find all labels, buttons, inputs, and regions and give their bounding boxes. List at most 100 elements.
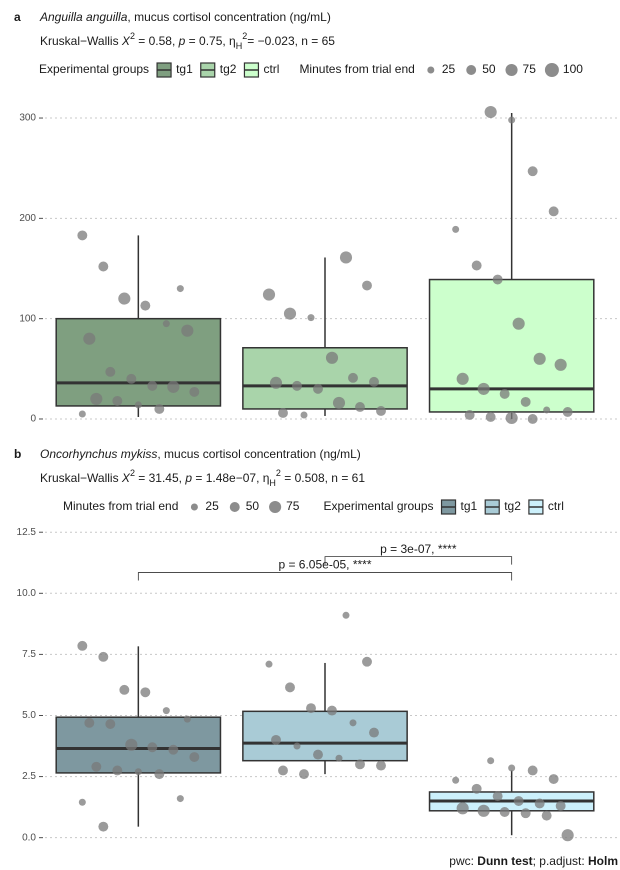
chart-subtitle: Kruskal−Wallis X2 = 0.58, p = 0.75, ηH2=… <box>40 31 335 51</box>
legend-size <box>544 63 559 77</box>
legend-size <box>505 63 518 77</box>
data-point <box>369 376 379 387</box>
comparison-label: p = 6.05e-05, **** <box>278 558 371 572</box>
data-point <box>105 366 116 377</box>
data-point <box>562 407 573 417</box>
data-point <box>555 800 566 811</box>
data-point <box>548 206 559 217</box>
data-point <box>269 376 283 389</box>
y-tick-label: 10.0 <box>17 588 37 599</box>
legend-title: Minutes from trial end <box>299 62 414 76</box>
data-point <box>376 760 386 771</box>
legend-label: 100 <box>563 62 583 76</box>
text-part: = 0.75, η <box>185 34 235 48</box>
data-point <box>492 791 503 802</box>
text-part: Kruskal−Wallis <box>40 471 122 485</box>
data-point <box>487 757 495 765</box>
data-point <box>147 380 158 391</box>
text-part: 2 <box>276 468 281 478</box>
data-point <box>278 765 288 776</box>
legend-label: 25 <box>205 499 219 513</box>
data-point <box>262 288 276 301</box>
legend-label: tg1 <box>461 499 478 513</box>
text-part: = 0.508, n = 61 <box>281 471 365 485</box>
legend-size <box>269 500 282 514</box>
legend-size <box>229 502 240 512</box>
data-point <box>508 116 516 124</box>
text-part: = 0.58, <box>135 34 179 48</box>
data-point <box>313 383 323 394</box>
data-point <box>349 719 357 727</box>
comparison-bracket <box>137 572 513 581</box>
data-point <box>118 292 131 305</box>
data-point <box>112 395 123 406</box>
text-part: Dunn test <box>477 854 532 868</box>
data-point <box>492 274 503 285</box>
box <box>242 347 408 410</box>
data-point <box>271 734 281 745</box>
data-point <box>105 719 116 729</box>
y-tick-label: 12.5 <box>17 527 37 538</box>
data-point <box>533 352 546 365</box>
caption: pwc: Dunn test; p.adjust: Holm <box>449 854 618 868</box>
data-point <box>327 705 337 716</box>
box <box>242 710 408 762</box>
text-part: Oncorhynchus mykiss <box>40 447 157 461</box>
data-point <box>362 280 372 291</box>
panel-label: a <box>14 10 21 24</box>
data-point <box>112 765 123 776</box>
chart-subtitle: Kruskal−Wallis X2 = 31.45, p = 1.48e−07,… <box>40 468 365 488</box>
text-part: = 31.45, <box>135 471 185 485</box>
data-point <box>126 373 137 384</box>
data-point <box>348 372 358 383</box>
data-point <box>147 742 158 753</box>
text-part: pwc: <box>449 854 477 868</box>
text-part: 2 <box>130 31 135 41</box>
data-point <box>456 372 469 385</box>
data-point <box>471 260 482 271</box>
data-point <box>181 324 194 337</box>
legend-title: Minutes from trial end <box>63 499 178 513</box>
data-point <box>300 411 308 419</box>
box <box>428 278 595 413</box>
data-point <box>554 358 567 371</box>
data-point <box>548 774 559 784</box>
data-point <box>355 401 365 412</box>
text-part: X <box>121 34 131 48</box>
text-part: = −0.023, n = 65 <box>247 34 335 48</box>
y-tick-label: 2.5 <box>22 771 36 782</box>
data-point <box>376 406 386 416</box>
panel-label: b <box>14 447 21 461</box>
data-point <box>484 105 497 119</box>
y-tick-label: 200 <box>19 213 36 224</box>
data-point <box>162 320 170 328</box>
legend-label: 25 <box>442 62 456 76</box>
data-point <box>292 380 302 391</box>
data-point <box>189 752 200 762</box>
data-point <box>485 412 496 422</box>
legend-label: 75 <box>523 62 537 76</box>
data-point <box>342 611 350 619</box>
text-part: Holm <box>588 854 618 868</box>
text-part: 2 <box>242 31 247 41</box>
data-point <box>456 802 469 815</box>
y-tick-label: 0.0 <box>22 832 36 843</box>
data-point <box>154 403 165 414</box>
legend-title: Experimental groups <box>323 499 433 513</box>
data-point <box>98 821 109 832</box>
data-point <box>285 682 295 693</box>
data-point <box>325 351 339 364</box>
data-point <box>293 742 301 750</box>
data-point <box>307 314 315 322</box>
text-part: = 1.48e−07, η <box>192 471 269 485</box>
data-point <box>283 307 297 320</box>
data-point <box>176 285 184 293</box>
text-part: ; p.adjust: <box>533 854 588 868</box>
data-point <box>512 317 525 330</box>
data-point <box>154 769 165 780</box>
data-point <box>527 166 538 177</box>
legend-title: Experimental groups <box>39 62 149 76</box>
comparison-label: p = 3e-07, **** <box>380 542 457 556</box>
data-point <box>78 798 86 806</box>
